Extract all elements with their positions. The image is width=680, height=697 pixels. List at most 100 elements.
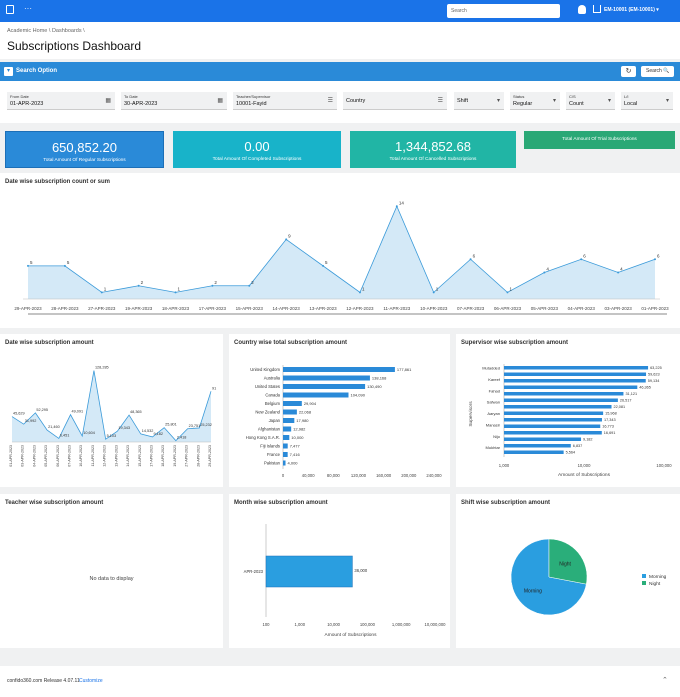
x-tick-label: 13-APR-2023 [114,445,118,467]
data-label: 5,103 [107,434,117,438]
bar [504,379,646,383]
date-amount-chart: 45,629 01-APR-2023 31,992 03-APR-2023 52,295… [9,366,216,467]
data-label: 10,000 [291,435,304,440]
kpi-cancelled[interactable]: 1,344,852.68 Total Amount Of Cancelled S… [350,131,516,168]
data-label: 29,904 [304,401,317,406]
data-label: 2 [141,280,144,285]
calendar-icon[interactable]: ▦ [217,98,223,104]
data-label: 1 [178,286,181,291]
bar [283,392,349,398]
series-line [28,205,656,294]
bar [504,411,604,415]
data-label: 2,418 [177,436,187,440]
list-icon[interactable]: ☰ [437,98,443,104]
kpi-completed[interactable]: 0.00 Total Amount Of Completed Subscript… [173,131,341,168]
breadcrumb-dashboards[interactable]: Dashboards [51,28,82,34]
kpi-trial[interactable]: Total Amount Of Trial Subscriptions [524,131,675,149]
teacher-supervisor-field[interactable]: Teacher/Supervisor 10001-Fayid ☰ [233,92,337,110]
scroll-top-icon[interactable]: ⌃ [662,677,668,684]
panel-title: Date wise subscription amount [5,340,94,346]
chevron-down-icon[interactable]: ▾ [496,98,500,104]
x-tick-label: 03-APR-2023 [21,445,25,467]
x-tick-label: 19-APR-2023 [125,306,153,311]
x-tick-label: 05-APR-2023 [44,445,48,467]
list-icon[interactable]: ☰ [327,98,333,104]
calendar-icon[interactable]: ▦ [105,98,111,104]
menu-dots-icon[interactable]: ··· [24,4,32,13]
bar [504,424,601,428]
legend-label: Night [649,581,661,587]
pie-slice [510,538,587,616]
chevron-down-icon[interactable]: ▾ [665,98,669,104]
search-option-bar: ▾ Search Option ↻ Search 🔍 [0,62,680,81]
cs-select[interactable]: C/S Count ▾ [566,92,615,110]
to-date-field[interactable]: To Date 30-APR-2023 ▦ [121,92,227,110]
data-label: 31,992 [25,419,37,423]
breadcrumb-separator: \ [48,28,51,34]
from-date-field[interactable]: From Date 01-APR-2023 ▦ [7,92,115,110]
slice-label: Night [559,562,571,568]
country-panel: Country wise total subscription amount 1… [229,334,450,487]
data-label: 5,564 [566,451,576,455]
y-tick-label: Pakistan [264,461,281,466]
x-tick-label: 06-APR-2023 [494,306,522,311]
page-header [0,22,680,59]
notification-bell-icon[interactable] [578,5,586,14]
y-tick-label: Mutadded [482,366,500,371]
refresh-button[interactable]: ↻ [621,66,636,77]
data-point [543,271,546,274]
kpi-regular[interactable]: 650,852.20 Total Amount Of Regular Subsc… [5,131,164,168]
x-tick-label: 15-APR-2023 [236,306,264,311]
bar [504,392,624,396]
bar [283,409,297,415]
data-label: 36,000 [354,568,367,573]
home-icon[interactable] [593,5,601,13]
bar [504,385,638,389]
series-line [11,370,212,442]
customize-link[interactable]: Customize [79,678,103,684]
panel-title: Shift wise subscription amount [461,500,551,506]
y-tick-label: Australia [264,376,281,381]
search-button[interactable]: Search 🔍 [641,66,674,77]
field-value: 10001-Fayid [236,101,267,107]
global-search-input[interactable]: Search [447,4,560,18]
breadcrumb-home[interactable]: Academic Home [7,28,48,34]
data-label: 1 [436,286,439,291]
no-data-message: No data to display [89,576,134,582]
country-field[interactable]: Country ☰ [343,92,447,110]
app-logo-icon[interactable] [6,5,14,14]
collapse-toggle-icon[interactable]: ▾ [4,67,13,76]
search-option-label[interactable]: Search Option [16,68,58,74]
data-label: 19,343 [118,426,130,430]
data-point [506,291,509,294]
data-label: 1 [362,286,365,291]
field-value: Shift [457,98,469,104]
bar [504,398,618,402]
data-point [100,291,103,294]
x-tick-label: 11-APR-2023 [91,445,95,467]
month-panel: Month wise subscription amount 36,000 APR… [229,494,450,648]
data-label: 2 [214,280,217,285]
data-label: 10,604 [83,431,95,435]
bar [265,555,353,588]
li-select[interactable]: L/I Local ▾ [621,92,673,110]
y-tick-label: Aaryan [487,411,500,416]
x-tick-label: 10,000 [327,622,340,627]
status-select[interactable]: Status Regular ▾ [510,92,560,110]
kpi-label: Total Amount Of Trial Subscriptions [562,137,637,142]
data-point [248,284,251,287]
field-label: Teacher/Supervisor [236,94,271,99]
y-tick-label: Afghanistan [258,427,281,432]
y-tick-label: Fahad [489,388,500,393]
data-label: 4 [620,267,623,272]
chevron-down-icon[interactable]: ▾ [607,98,611,104]
pie-slice [548,538,588,585]
country-chart: 177,861 United Kingdom 138,168 Australia 130… [246,365,442,478]
x-tick-label: 12-APR-2023 [346,306,374,311]
shift-select[interactable]: Shift ▾ [454,92,504,110]
kpi-label: Total Amount Of Cancelled Subscriptions [389,157,477,162]
chevron-down-icon[interactable]: ▾ [552,98,556,104]
data-label: 5 [30,260,33,265]
x-tick-label: 04-APR-2023 [32,445,36,467]
user-menu[interactable]: EM-10001 (EM-10001) ▾ [604,7,659,13]
